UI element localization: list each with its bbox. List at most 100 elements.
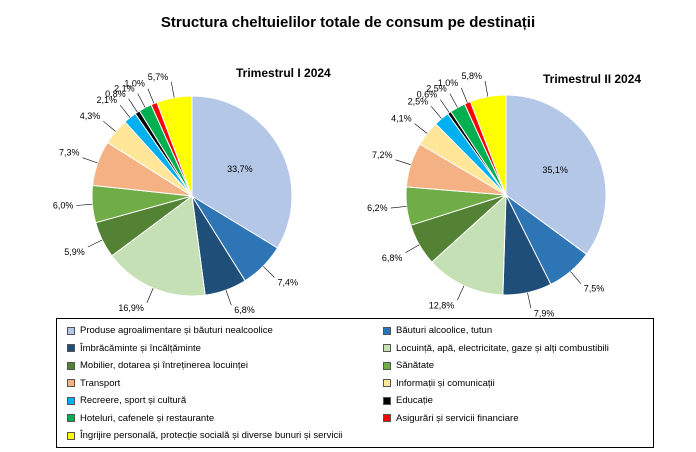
leader-line-q1-1	[262, 266, 275, 278]
data-label-q1-2: 6,8%	[234, 305, 255, 315]
leader-line-q2-3	[457, 285, 465, 301]
legend-label: Hoteluri, cafenele și restaurante	[80, 412, 215, 424]
leader-line-q1-8	[119, 104, 131, 118]
data-label-q1-10: 2,1%	[114, 84, 135, 94]
pie-slice-q1-3	[111, 195, 206, 297]
leader-line-q2-2	[527, 292, 532, 309]
legend-label: Recreere, sport și cultură	[80, 395, 187, 406]
data-label-q1-5: 6,0%	[53, 201, 74, 211]
data-label-q1-11: 1,0%	[124, 79, 145, 89]
leader-line-q1-5	[76, 203, 93, 206]
legend-item: Mobilier, dotarea și întreținerea locuin…	[67, 360, 248, 371]
leader-line-q2-10	[449, 93, 458, 108]
data-label-q2-5: 6,2%	[367, 203, 388, 213]
leader-line-q2-8	[430, 106, 442, 119]
leader-line-q2-4	[405, 244, 420, 254]
data-label-q2-9: 0,6%	[417, 90, 438, 100]
legend-swatch	[383, 361, 391, 370]
legend-swatch	[67, 344, 75, 352]
legend-swatch	[383, 326, 391, 335]
pie-title-q2: Trimestrul II 2024	[543, 72, 642, 86]
legend-swatch	[67, 379, 75, 387]
legend-item: Sănătate	[383, 360, 434, 371]
legend-swatch	[67, 396, 75, 405]
legend-label: Locuință, apă, electricitate, gaze și al…	[396, 342, 609, 354]
legend-swatch	[67, 326, 75, 335]
data-label-q2-7: 4,1%	[391, 114, 412, 124]
legend-label: Asigurări și servicii financiare	[396, 412, 519, 424]
leader-line-q2-11	[461, 87, 468, 103]
leader-line-q2-6	[395, 159, 411, 165]
pie-slice-q2-0	[505, 94, 607, 255]
data-label-q1-4: 5,9%	[64, 247, 85, 257]
data-label-q2-10: 2,5%	[426, 84, 447, 94]
data-label-q2-12: 5,8%	[461, 71, 482, 81]
legend-item: Băuturi alcoolice, tutun	[383, 325, 492, 336]
pie-chart-q2: 35,1% 7,5% 7,9% 12,8% 6,8% 6,2% 7,2% 4,1% 2,5%0,…	[367, 71, 607, 318]
data-label-q1-8: 2,1%	[96, 95, 117, 105]
leader-line-q1-2	[225, 289, 232, 306]
leader-line-q1-3	[146, 287, 154, 304]
leader-line-q1-9	[128, 98, 138, 113]
data-label-q2-2: 7,9%	[534, 308, 555, 318]
data-label-q1-6: 7,3%	[59, 148, 80, 158]
leader-line-q1-6	[82, 157, 98, 164]
data-label-q2-8: 2,5%	[408, 96, 429, 106]
pie-slice-q2-12	[469, 94, 507, 196]
data-label-q2-6: 7,2%	[372, 150, 393, 160]
leader-line-q1-11	[147, 88, 155, 104]
legend-item: Hoteluri, cafenele și restaurante	[67, 413, 214, 424]
leader-line-q1-4	[87, 239, 103, 248]
data-label-q1-12: 5,7%	[148, 72, 169, 82]
legend-swatch	[67, 431, 75, 440]
legend-item: Produse agroalimentare și băuturi nealco…	[67, 325, 273, 336]
data-label-q1-0: 33,7%	[227, 164, 253, 174]
legend-item: Recreere, sport și cultură	[67, 395, 186, 406]
legend-label: Băuturi alcoolice, tutun	[396, 325, 493, 336]
data-label-q2-11: 1,0%	[438, 78, 459, 88]
legend-item: Transport	[67, 378, 120, 389]
legend-label: Educație	[396, 395, 433, 406]
data-label-q2-1: 7,5%	[584, 284, 605, 294]
legend-item: Locuință, apă, electricitate, gaze și al…	[383, 343, 609, 354]
leader-line-q1-7	[103, 120, 116, 132]
legend-swatch	[67, 414, 75, 422]
data-label-q1-1: 7,4%	[278, 278, 299, 288]
data-label-q1-9: 0,8%	[105, 89, 126, 99]
leader-line-q2-9	[439, 99, 450, 113]
leader-line-q2-12	[484, 80, 489, 97]
legend-item: Asigurări și servicii financiare	[383, 413, 518, 424]
legend-label: Mobilier, dotarea și întreținerea locuin…	[80, 360, 248, 371]
data-label-q1-3: 16,9%	[118, 303, 144, 313]
pie-title-q1: Trimestrul I 2024	[236, 66, 331, 80]
legend-label: Îmbrăcăminte și încălțăminte	[80, 342, 201, 354]
leader-line-q1-10	[137, 93, 146, 108]
legend-label: Transport	[80, 377, 121, 389]
legend-swatch	[383, 414, 391, 422]
chart-title: Structura cheltuielilor totale de consum…	[160, 14, 536, 31]
data-label-q1-7: 4,3%	[80, 111, 101, 121]
legend-label: Informații și comunicații	[396, 377, 495, 389]
legend-item: Educație	[383, 395, 433, 406]
leader-line-q1-12	[171, 81, 175, 98]
legend: Produse agroalimentare și băuturi nealco…	[56, 318, 654, 448]
leader-line-q2-5	[390, 206, 407, 209]
legend-swatch	[67, 361, 75, 370]
data-label-q2-4: 6,8%	[382, 253, 403, 263]
leader-line-q2-7	[414, 123, 428, 134]
legend-item: Îngrijire personală, protecție socială ș…	[67, 430, 342, 441]
pie-chart-q1: 33,7% 7,4% 6,8% 16,9% 5,9% 6,0% 7,3% 4,3% 2,1%0,…	[53, 72, 299, 315]
legend-item: Informații și comunicații	[383, 378, 495, 389]
pie-slice-q1-12	[156, 95, 193, 197]
leader-line-q2-1	[570, 271, 582, 284]
legend-swatch	[383, 379, 391, 387]
legend-label: Îngrijire personală, protecție socială ș…	[80, 430, 343, 441]
legend-label: Produse agroalimentare și băuturi nealco…	[80, 325, 273, 336]
data-label-q2-0: 35,1%	[542, 165, 568, 175]
legend-swatch	[383, 344, 391, 352]
pie-slice-q1-0	[191, 95, 293, 249]
legend-item: Îmbrăcăminte și încălțăminte	[67, 343, 201, 354]
legend-swatch	[383, 396, 391, 405]
data-label-q2-3: 12,8%	[429, 300, 455, 310]
